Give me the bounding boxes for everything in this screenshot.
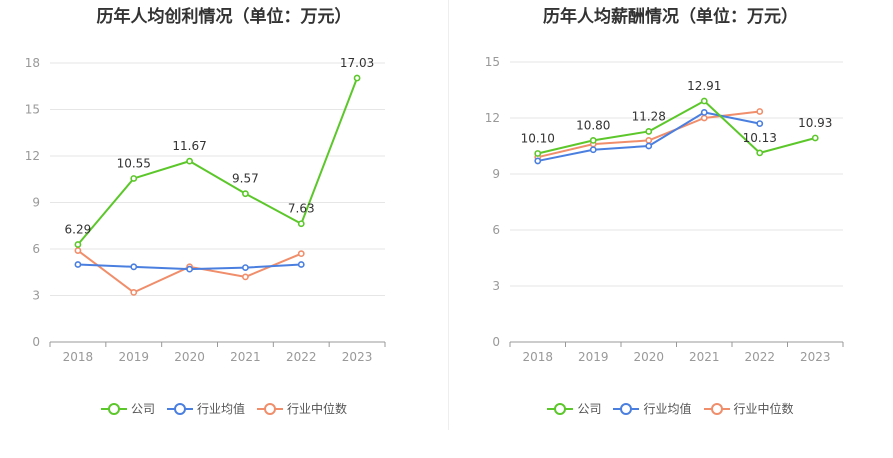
data-point [130, 288, 138, 296]
data-label: 10.93 [798, 116, 832, 130]
x-tick-label: 2021 [689, 350, 720, 364]
x-tick-label: 2018 [522, 350, 553, 364]
y-tick-label: 9 [32, 196, 40, 210]
data-label: 7.63 [288, 202, 315, 216]
chart-legend: 公司 行业均值 行业中位数 [0, 400, 448, 417]
legend-item-industry-median[interactable]: 行业中位数 [257, 400, 347, 417]
profit-line-chart: 0 3 6 9 12 15 18 2018 2019 2020 2021 2022 2023 6.29 10… [25, 56, 386, 364]
x-tick-label: 2022 [286, 350, 317, 364]
data-point [242, 190, 249, 198]
data-point [297, 220, 305, 228]
legend-label: 行业中位数 [287, 402, 348, 416]
data-point [534, 157, 542, 165]
data-point [186, 265, 193, 273]
legend-marker-icon [547, 402, 574, 415]
data-point [534, 150, 542, 157]
data-point [700, 109, 708, 116]
data-point [700, 114, 708, 122]
x-tick-label: 2020 [174, 350, 205, 364]
data-label: 10.13 [743, 131, 777, 145]
legend-label: 行业均值 [643, 402, 692, 416]
x-tick-label: 2018 [63, 350, 94, 364]
data-point [297, 261, 305, 268]
data-point [645, 136, 653, 144]
data-point [74, 261, 82, 268]
legend-label: 公司 [130, 402, 155, 416]
legend-label: 行业中位数 [733, 402, 794, 416]
y-tick-label: 6 [492, 223, 500, 237]
x-tick-label: 2023 [800, 350, 831, 364]
data-point [242, 273, 249, 281]
x-tick-label: 2019 [118, 350, 149, 364]
data-point [130, 175, 138, 182]
x-tick-label: 2022 [744, 350, 775, 364]
chart-title: 历年人均薪酬情况（单位：万元） [543, 7, 798, 27]
y-tick-label: 15 [25, 103, 40, 117]
data-point [756, 108, 764, 115]
legend-marker-icon [703, 402, 730, 415]
data-point [756, 120, 764, 127]
data-label: 11.67 [172, 139, 206, 153]
y-tick-label: 12 [25, 149, 40, 163]
legend-item-industry-average[interactable]: 行业均值 [166, 400, 245, 417]
chart-panel-profit: 历年人均创利情况（单位：万元） 0 3 6 9 12 15 18 2018 2019 2020 20… [0, 7, 448, 417]
data-label: 9.57 [232, 172, 259, 186]
panel-divider [448, 0, 449, 430]
legend-item-company[interactable]: 公司 [100, 400, 155, 417]
data-point [811, 134, 819, 142]
legend-item-industry-average[interactable]: 行业均值 [613, 400, 692, 417]
series-line [77, 77, 359, 246]
y-tick-label: 3 [492, 279, 500, 293]
series-line [537, 100, 816, 155]
data-point [645, 128, 653, 135]
data-label: 12.91 [687, 79, 721, 93]
data-label: 11.28 [632, 109, 666, 123]
legend-item-company[interactable]: 公司 [547, 400, 601, 417]
data-point [353, 74, 361, 82]
y-tick-label: 9 [492, 167, 500, 181]
data-point [589, 146, 597, 154]
legend-item-industry-median[interactable]: 行业中位数 [703, 400, 794, 417]
data-point [130, 263, 138, 271]
legend-marker-icon [100, 402, 127, 415]
data-point [242, 264, 249, 271]
chart-title: 历年人均创利情况（单位：万元） [96, 7, 352, 27]
chart-legend: 公司 行业均值 行业中位数 [448, 400, 893, 417]
data-point [74, 241, 82, 248]
data-point [645, 142, 653, 150]
data-point [297, 250, 305, 258]
y-tick-label: 18 [25, 56, 40, 70]
x-tick-label: 2023 [342, 350, 373, 364]
y-tick-label: 3 [32, 289, 40, 303]
legend-marker-icon [257, 402, 283, 415]
x-tick-label: 2020 [633, 350, 664, 364]
legend-marker-icon [613, 402, 640, 415]
data-point [700, 97, 708, 105]
data-point [186, 157, 193, 165]
y-tick-label: 0 [492, 335, 500, 349]
x-tick-label: 2019 [578, 350, 609, 364]
data-label: 10.10 [521, 131, 555, 145]
x-tick-label: 2021 [230, 350, 261, 364]
data-label: 6.29 [65, 223, 92, 237]
data-point [74, 247, 82, 254]
data-label: 17.03 [340, 56, 374, 70]
data-label: 10.80 [576, 118, 610, 132]
y-tick-label: 0 [32, 335, 40, 349]
salary-line-chart: 0 3 6 9 12 15 2018 2019 2020 2021 2022 2023 10.10 10.… [485, 55, 844, 364]
y-tick-label: 6 [32, 242, 40, 256]
legend-label: 公司 [577, 402, 602, 416]
data-label: 10.55 [117, 156, 151, 170]
chart-panel-salary: 历年人均薪酬情况（单位：万元） 0 3 6 9 12 15 2018 2019 2020 2021… [448, 0, 893, 458]
y-tick-label: 12 [485, 111, 500, 125]
data-point [756, 149, 764, 157]
y-tick-label: 15 [485, 55, 500, 69]
legend-marker-icon [166, 402, 193, 415]
legend-label: 行业均值 [196, 402, 245, 416]
data-point [589, 136, 597, 144]
